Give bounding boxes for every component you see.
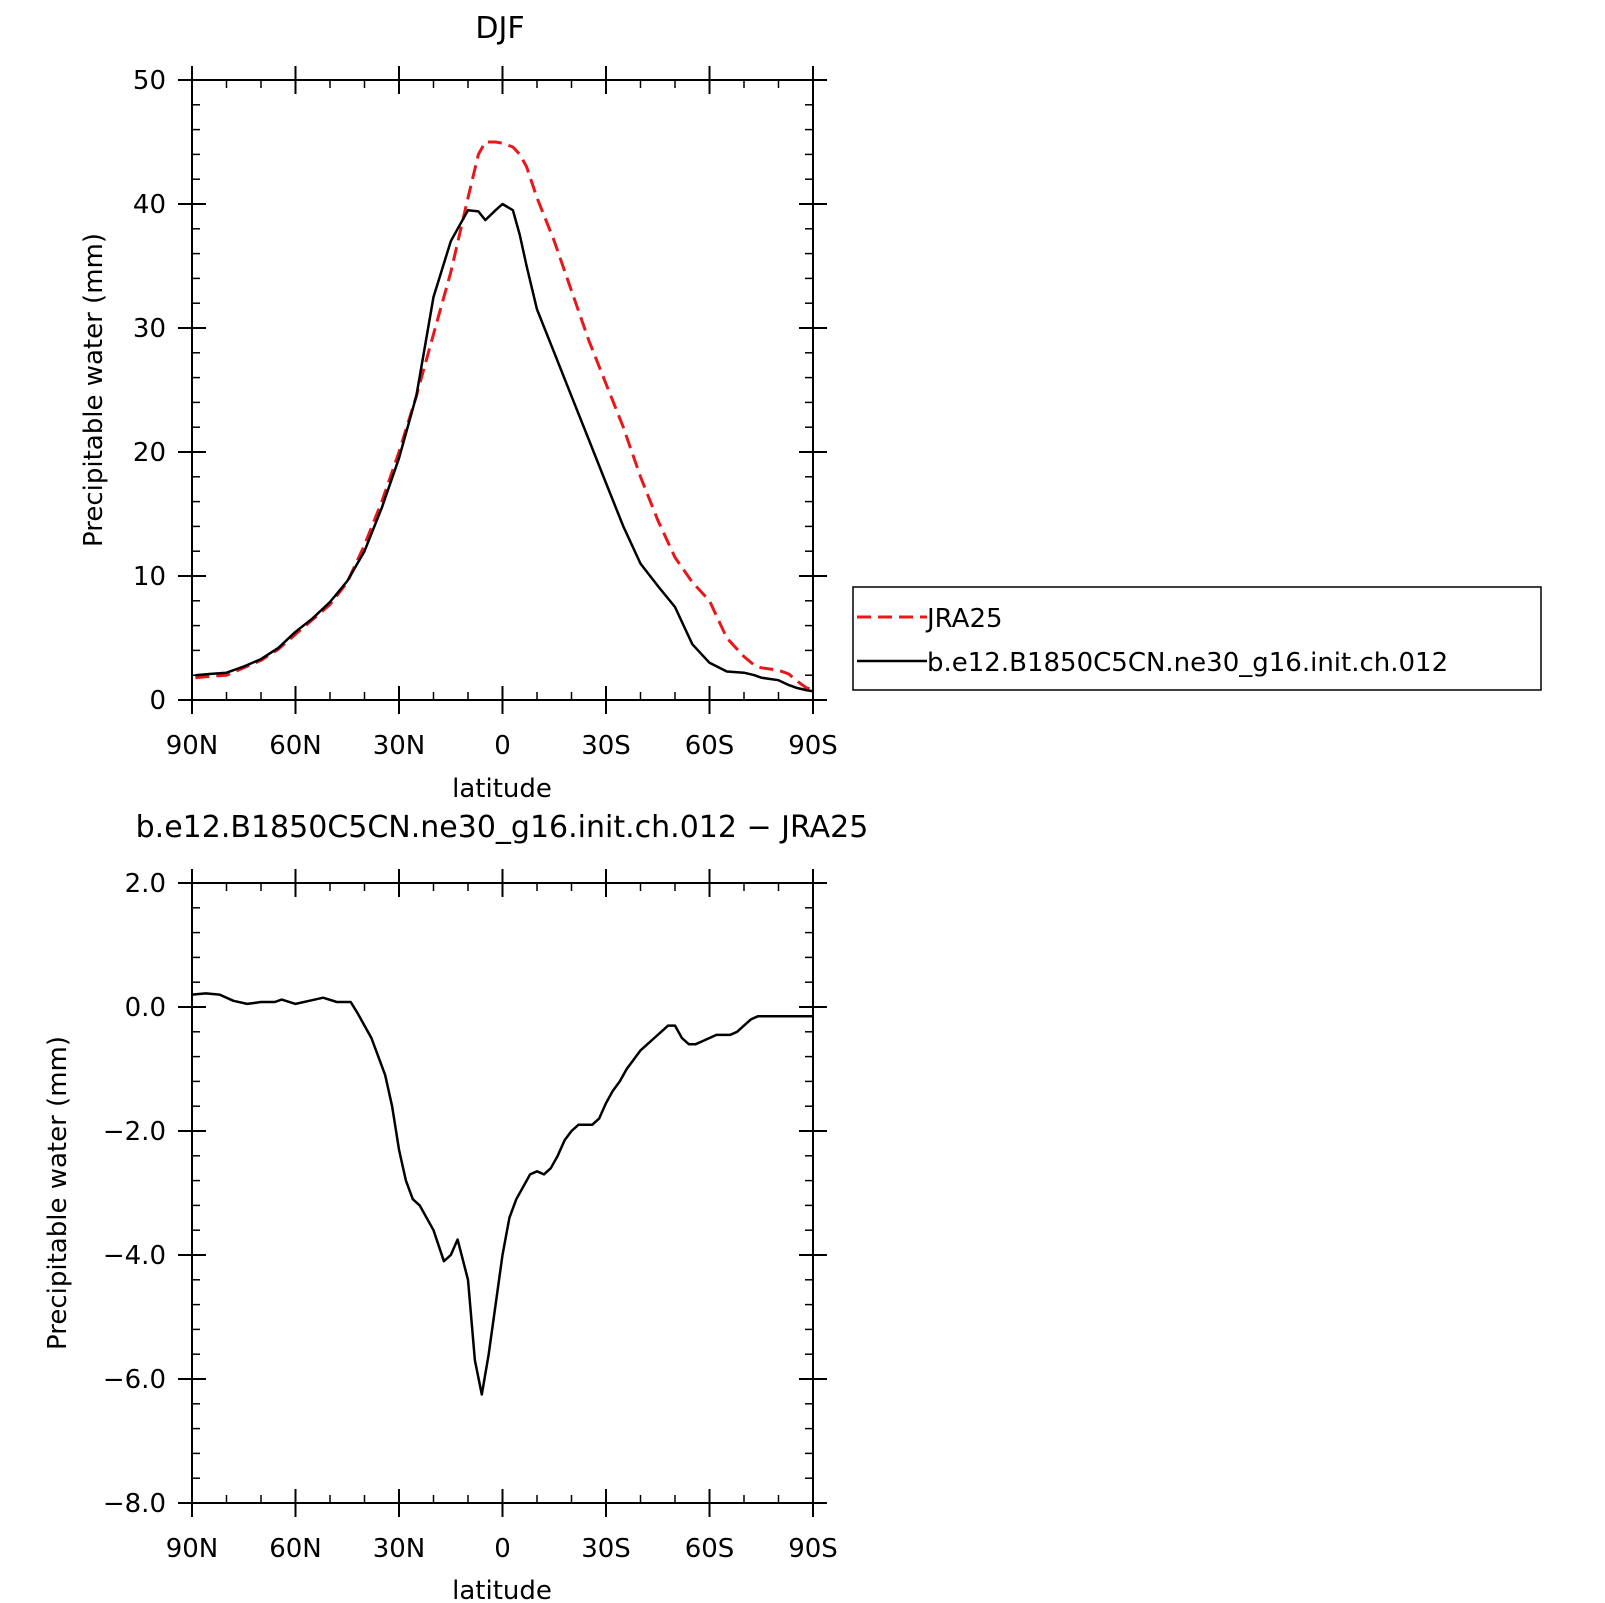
bottom-panel-title: b.e12.B1850C5CN.ne30_g16.init.ch.012 − J… (136, 810, 869, 845)
x-tick-label: 60S (685, 731, 735, 761)
y-tick-label: 10 (133, 562, 166, 592)
x-tick-label: 90S (788, 1534, 838, 1564)
x-tick-label: 30S (581, 1534, 631, 1564)
x-tick-label: 60N (269, 731, 322, 761)
y-tick-label: 20 (133, 438, 166, 468)
y-tick-label: −6.0 (103, 1365, 166, 1395)
x-tick-label: 90N (166, 1534, 219, 1564)
legend-label-jra25: JRA25 (925, 604, 1003, 634)
x-tick-label: 30N (373, 731, 426, 761)
x-tick-label: 0 (494, 731, 511, 761)
y-tick-label: −8.0 (103, 1489, 166, 1519)
top-panel: DJF 0 10 20 30 40 50 90N 60N 30N 0 30S 60S 90S Preci… (79, 11, 838, 804)
bottom-panel-series (191, 992, 813, 1396)
bottom-panel-frame (191, 882, 814, 1504)
y-tick-label: 2.0 (125, 869, 166, 899)
x-tick-label: 0 (494, 1534, 511, 1564)
series-line-jra25 (195, 140, 814, 692)
y-tick-label: 30 (133, 314, 166, 344)
bottom-panel-xlabel: latitude (452, 1576, 552, 1603)
y-tick-label: 0.0 (125, 993, 166, 1023)
top-panel-ylabel: Precipitable water (mm) (79, 233, 109, 547)
top-panel-frame (191, 79, 814, 701)
y-tick-label: 50 (133, 66, 166, 96)
top-panel-xlabel: latitude (452, 774, 552, 804)
y-tick-label: −2.0 (103, 1117, 166, 1147)
series-line-difference (191, 992, 813, 1396)
bottom-panel-ticks: −8.0 −6.0 −4.0 −2.0 0.0 2.0 90N 60N 30N 0 30S 60S 90… (103, 869, 838, 1564)
legend: JRA25 b.e12.B1850C5CN.ne30_g16.init.ch.0… (852, 586, 1542, 691)
y-tick-label: 40 (133, 190, 166, 220)
bottom-panel: b.e12.B1850C5CN.ne30_g16.init.ch.012 − J… (43, 810, 868, 1603)
legend-box (852, 586, 1542, 691)
legend-label-model: b.e12.B1850C5CN.ne30_g16.init.ch.012 (927, 648, 1448, 678)
x-tick-label: 60S (685, 1534, 735, 1564)
top-panel-series (195, 140, 814, 693)
x-tick-label: 30N (373, 1534, 426, 1564)
x-tick-label: 90S (788, 731, 838, 761)
x-tick-label: 60N (269, 1534, 322, 1564)
y-tick-label: 0 (149, 686, 166, 716)
top-panel-ticks: 0 10 20 30 40 50 90N 60N 30N 0 30S 60S 90S (133, 66, 838, 761)
x-tick-label: 90N (166, 731, 219, 761)
y-tick-label: −4.0 (103, 1241, 166, 1271)
bottom-panel-ylabel: Precipitable water (mm) (43, 1036, 73, 1350)
top-panel-title: DJF (475, 11, 524, 46)
x-tick-label: 30S (581, 731, 631, 761)
series-line-model (195, 202, 814, 693)
